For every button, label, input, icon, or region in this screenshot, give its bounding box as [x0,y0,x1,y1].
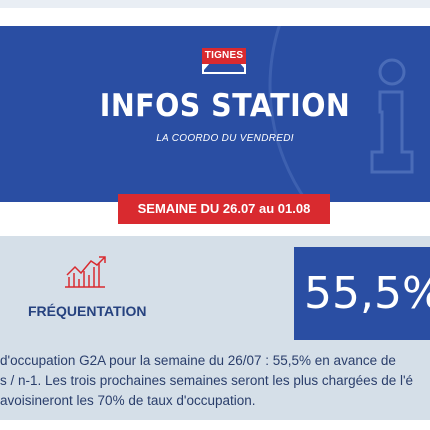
top-strip [0,0,430,8]
rising-chart-icon [65,256,106,288]
frequentation-label: FRÉQUENTATION [28,303,147,319]
brand-name: TIGNES [202,48,246,64]
page-title: INFOS STATION [99,88,351,124]
description-line: avoisineront les 70% de taux d'occupatio… [0,393,256,408]
description-line: s / n-1. Les trois prochaines semaines s… [0,373,414,388]
week-badge: SEMAINE DU 26.07 au 01.08 [118,194,330,224]
occupancy-rate: 55,5% [294,247,430,340]
page-subtitle: LA COORDO DU VENDREDI [156,133,294,144]
frequentation-description: d'occupation G2A pour la semaine du 26/0… [0,351,430,411]
description-line: d'occupation G2A pour la semaine du 26/0… [0,353,396,368]
info-icon [268,26,414,202]
bottom-strip [0,420,430,430]
